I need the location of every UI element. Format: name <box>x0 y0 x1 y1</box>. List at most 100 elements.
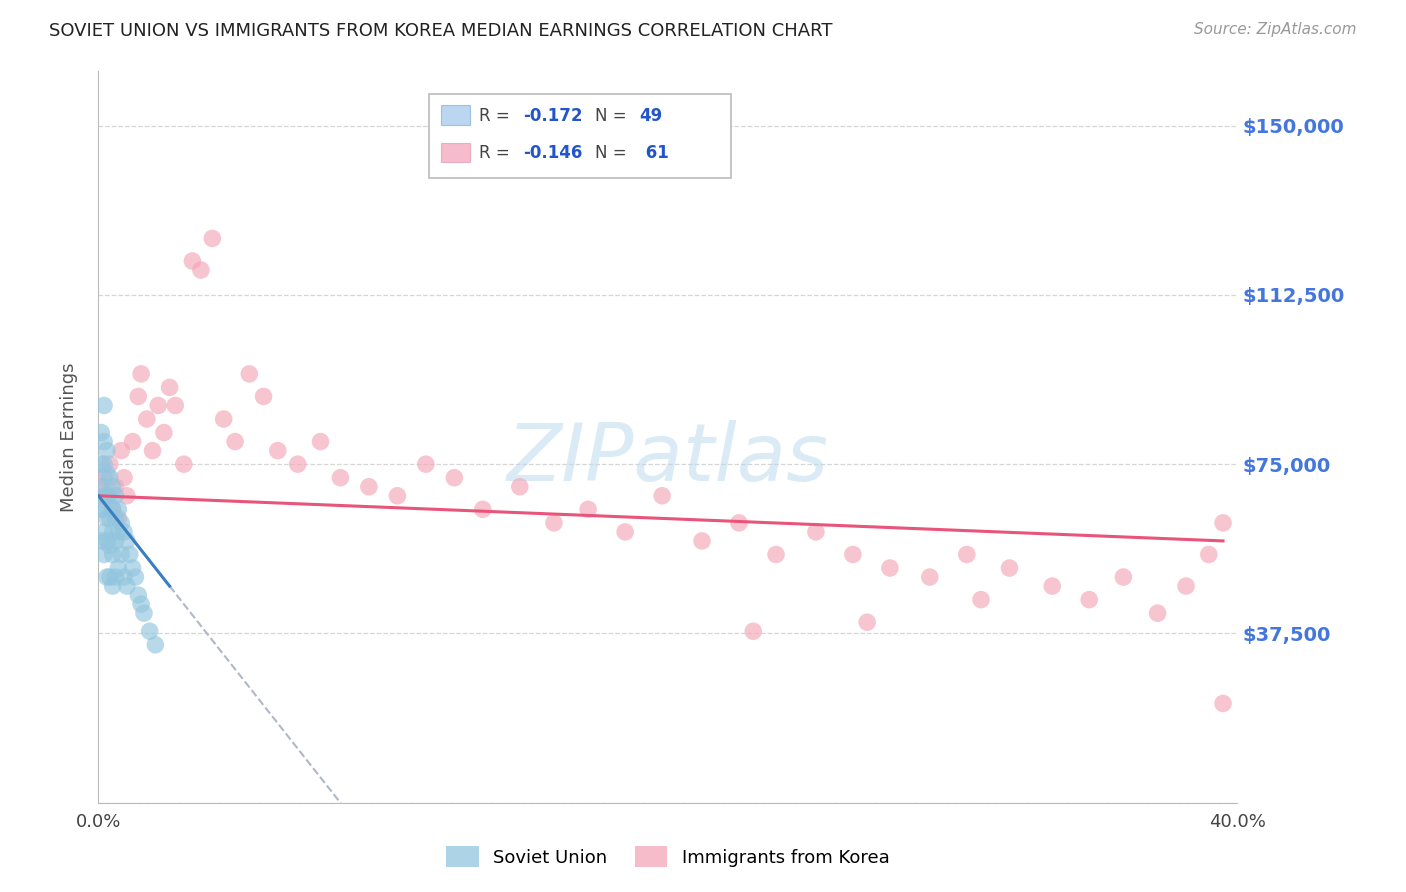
Point <box>104 533 127 548</box>
Point <box>93 399 115 413</box>
Point <box>112 524 135 539</box>
Point <box>121 561 143 575</box>
Point <box>104 480 127 494</box>
Point <box>112 570 135 584</box>
Point <box>101 502 124 516</box>
Text: N =: N = <box>595 145 631 162</box>
Point <box>956 548 979 562</box>
Point <box>101 548 124 562</box>
Text: ZIPatlas: ZIPatlas <box>506 420 830 498</box>
Point <box>387 489 409 503</box>
Point <box>112 471 135 485</box>
Point <box>856 615 879 630</box>
Text: R =: R = <box>479 107 516 125</box>
Text: N =: N = <box>595 107 631 125</box>
Point <box>1175 579 1198 593</box>
Point <box>443 471 465 485</box>
Point <box>98 570 121 584</box>
Point <box>101 579 124 593</box>
Point <box>98 489 121 503</box>
Point <box>614 524 637 539</box>
Point <box>804 524 827 539</box>
Point <box>970 592 993 607</box>
Point <box>998 561 1021 575</box>
Point <box>121 434 143 449</box>
Point <box>93 457 115 471</box>
Point <box>101 480 124 494</box>
Point <box>115 579 138 593</box>
Point <box>651 489 673 503</box>
Text: R =: R = <box>479 145 516 162</box>
Point <box>90 502 112 516</box>
Text: SOVIET UNION VS IMMIGRANTS FROM KOREA MEDIAN EARNINGS CORRELATION CHART: SOVIET UNION VS IMMIGRANTS FROM KOREA ME… <box>49 22 832 40</box>
Point <box>153 425 176 440</box>
Point <box>357 480 380 494</box>
Point <box>93 548 115 562</box>
Point <box>129 367 152 381</box>
Point <box>124 570 146 584</box>
Point <box>90 480 112 494</box>
Point <box>129 597 152 611</box>
Point <box>1040 579 1063 593</box>
Point <box>115 489 138 503</box>
Point <box>690 533 713 548</box>
Point <box>98 471 121 485</box>
Point <box>115 533 138 548</box>
Point <box>159 380 181 394</box>
Point <box>90 425 112 440</box>
Point <box>107 502 129 516</box>
Point <box>415 457 437 471</box>
Point <box>101 502 124 516</box>
Point <box>509 480 531 494</box>
Point <box>1112 570 1135 584</box>
Point <box>576 502 599 516</box>
Point <box>148 399 170 413</box>
Point <box>93 489 115 503</box>
Point <box>93 524 115 539</box>
Point <box>93 502 115 516</box>
Point <box>1078 592 1101 607</box>
Point <box>110 548 132 562</box>
Point <box>329 471 352 485</box>
Point <box>118 548 141 562</box>
Point <box>127 389 149 403</box>
Point <box>96 466 118 480</box>
Legend: Soviet Union, Immigrants from Korea: Soviet Union, Immigrants from Korea <box>439 839 897 874</box>
Point <box>96 570 118 584</box>
Point <box>104 489 127 503</box>
Point <box>90 480 112 494</box>
Point <box>728 516 751 530</box>
Point <box>201 231 224 245</box>
Text: Source: ZipAtlas.com: Source: ZipAtlas.com <box>1194 22 1357 37</box>
Point <box>471 502 494 516</box>
Point <box>107 561 129 575</box>
Text: 61: 61 <box>640 145 668 162</box>
Point <box>90 533 112 548</box>
Point <box>224 434 246 449</box>
Point <box>765 548 787 562</box>
Point <box>107 524 129 539</box>
Point <box>252 389 274 403</box>
Point <box>1198 548 1220 562</box>
Point <box>173 457 195 471</box>
Point <box>543 516 565 530</box>
Point <box>98 511 121 525</box>
Point <box>90 457 112 471</box>
Point <box>107 511 129 525</box>
Text: 49: 49 <box>640 107 664 125</box>
Text: -0.172: -0.172 <box>523 107 582 125</box>
Point <box>287 457 309 471</box>
Point <box>842 548 865 562</box>
Point <box>96 489 118 503</box>
Point <box>1212 697 1234 711</box>
Point <box>101 524 124 539</box>
Point <box>138 624 160 639</box>
Point <box>96 443 118 458</box>
Point <box>190 263 212 277</box>
Point <box>93 434 115 449</box>
Point <box>132 606 155 620</box>
Point <box>918 570 941 584</box>
Text: -0.146: -0.146 <box>523 145 582 162</box>
Point <box>98 538 121 552</box>
Point <box>309 434 332 449</box>
